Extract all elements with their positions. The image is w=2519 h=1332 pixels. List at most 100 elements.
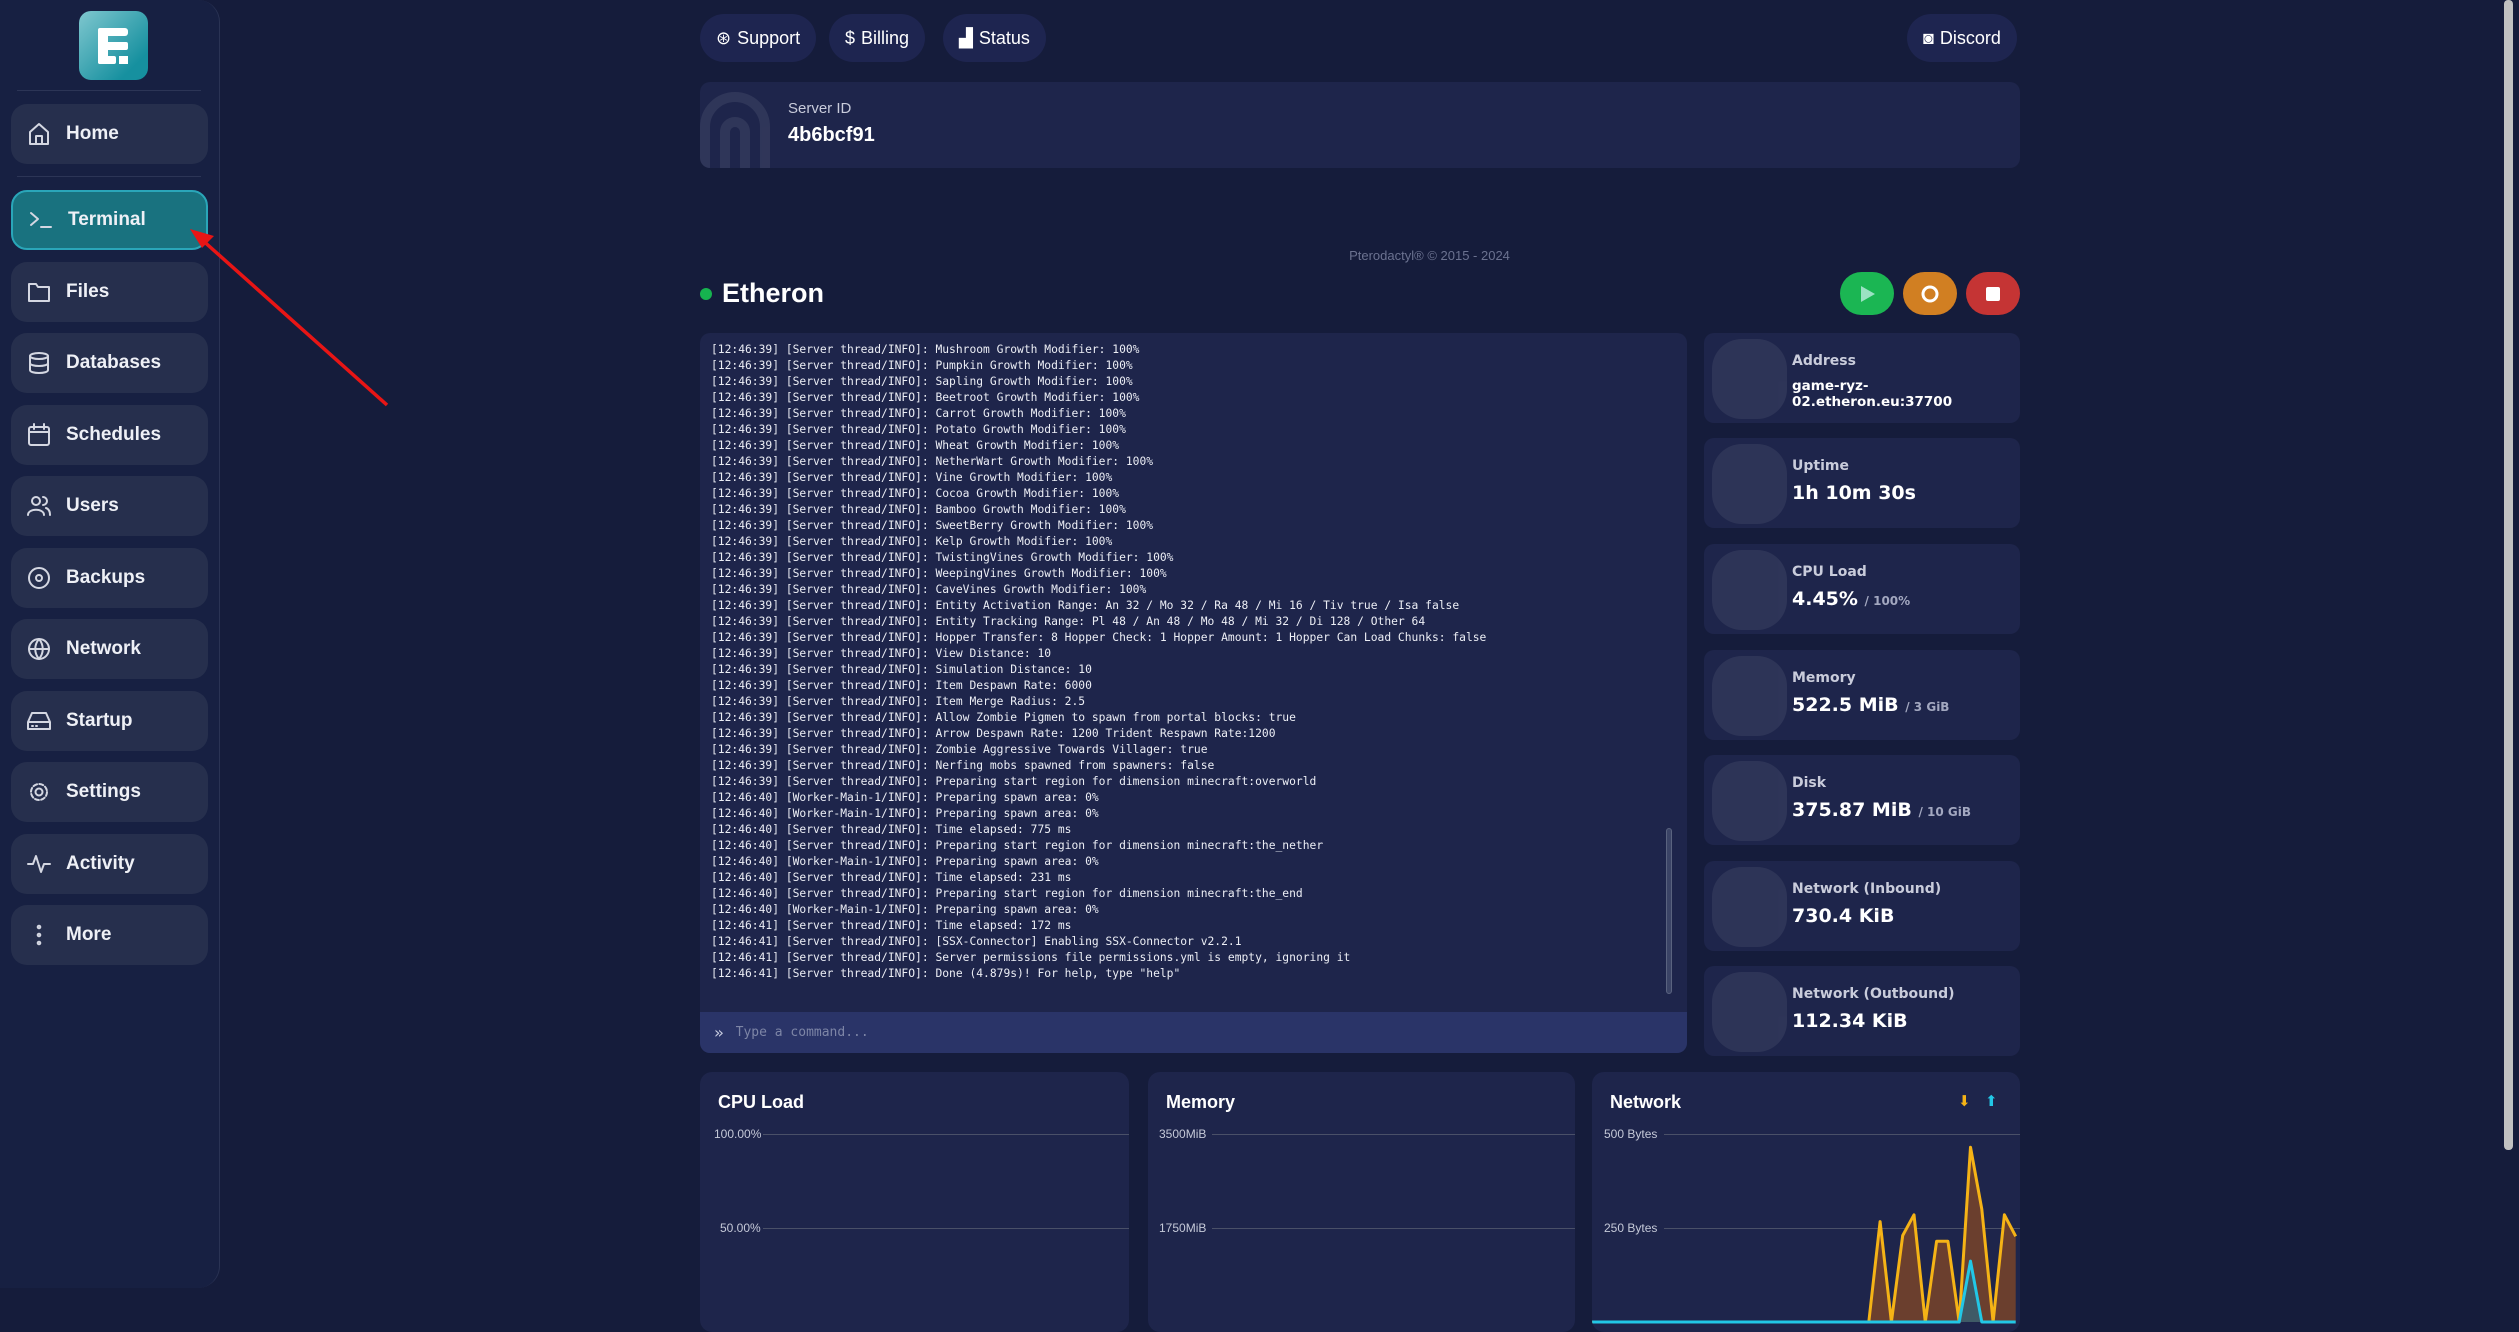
console-line: [12:46:39] [Server thread/INFO]: Prepari… xyxy=(711,775,1317,788)
billing-label: Billing xyxy=(861,27,910,48)
sidebar-item-home[interactable]: Home xyxy=(11,104,208,164)
chart-title: Network xyxy=(1610,1092,1682,1112)
gridline xyxy=(1212,1228,1575,1229)
play-icon xyxy=(1861,285,1875,302)
page-scrollbar[interactable] xyxy=(2504,0,2513,1150)
stat-value: 1h 10m 30s xyxy=(1792,482,1916,504)
console-scrollbar[interactable] xyxy=(1666,828,1672,994)
console-line: [12:46:39] [Server thread/INFO]: Potato … xyxy=(711,423,1126,436)
stat-value-wrap: 1h 10m 30s xyxy=(1792,482,1916,504)
stat-limit: / 10 GiB xyxy=(1918,805,1972,819)
console-line: [12:46:39] [Server thread/INFO]: Nerfing… xyxy=(711,759,1215,772)
stat-value: 4.45% xyxy=(1792,588,1858,610)
console-line: [12:46:39] [Server thread/INFO]: NetherW… xyxy=(711,455,1154,468)
sidebar-item-backups[interactable]: Backups xyxy=(11,548,208,608)
stat-limit: / 3 GiB xyxy=(1905,700,1950,714)
stat-value-wrap: game-ryz-02.etheron.eu:37700 xyxy=(1792,378,2020,410)
cpu-icon xyxy=(1712,550,1787,630)
stat-value-wrap: 112.34 KiB xyxy=(1792,1010,1908,1032)
console-line: [12:46:39] [Server thread/INFO]: Entity … xyxy=(711,615,1426,628)
sidebar-item-startup[interactable]: Startup xyxy=(11,691,208,751)
y-tick-label: 100.00% xyxy=(714,1127,762,1141)
sidebar-item-label: Schedules xyxy=(66,424,162,445)
console-line: [12:46:39] [Server thread/INFO]: Allow Z… xyxy=(711,711,1296,724)
console-line: [12:46:39] [Server thread/INFO]: CaveVin… xyxy=(711,583,1147,596)
cloud-upload-icon: ⬆ xyxy=(1985,1093,1998,1110)
console-line: [12:46:41] [Server thread/INFO]: [SSX-Co… xyxy=(711,935,1242,948)
start-button[interactable] xyxy=(1840,272,1894,315)
status-dot xyxy=(700,287,712,300)
terminal-icon xyxy=(30,212,52,228)
stat-card-disk: Disk 375.87 MiB / 10 GiB xyxy=(1704,755,2020,845)
gridline xyxy=(763,1228,1129,1229)
sidebar: Home Terminal Files Databases Schedules Users… xyxy=(0,0,220,1288)
sidebar-item-databases[interactable]: Databases xyxy=(11,333,208,393)
y-tick-label: 1750MiB xyxy=(1159,1221,1207,1235)
sidebar-item-label: Backups xyxy=(66,567,146,588)
sidebar-item-label: Terminal xyxy=(68,209,146,230)
stop-icon xyxy=(1986,286,2000,301)
console-line: [12:46:39] [Server thread/INFO]: Arrow D… xyxy=(711,727,1276,740)
logo[interactable] xyxy=(79,11,148,80)
y-tick-label: 50.00% xyxy=(720,1221,761,1235)
stat-label: Uptime xyxy=(1792,458,1849,474)
chart-title: CPU Load xyxy=(718,1092,805,1112)
sidebar-item-more[interactable]: More xyxy=(11,905,208,965)
stat-card-address: Address game-ryz-02.etheron.eu:37700 xyxy=(1704,333,2020,423)
server-id-label: Server ID xyxy=(788,100,852,117)
divider xyxy=(17,90,201,91)
console-line: [12:46:39] [Server thread/INFO]: Wheat G… xyxy=(711,439,1120,452)
command-input[interactable] xyxy=(735,1025,1636,1040)
sidebar-item-network[interactable]: Network xyxy=(11,619,208,679)
coins-icon: $ xyxy=(845,27,856,48)
clock-icon xyxy=(1712,444,1787,524)
console-line: [12:46:40] [Server thread/INFO]: Time el… xyxy=(711,823,1072,836)
sidebar-item-schedules[interactable]: Schedules xyxy=(11,405,208,465)
cloud-download-icon xyxy=(1712,867,1787,947)
stat-label: CPU Load xyxy=(1792,564,1867,580)
billing-button[interactable]: $ Billing xyxy=(829,14,926,62)
support-button[interactable]: ⊛ Support xyxy=(700,14,817,62)
fingerprint-icon xyxy=(700,92,770,168)
hdd-icon xyxy=(1712,761,1787,841)
disc-icon xyxy=(28,567,50,589)
discord-button[interactable]: ◙ Discord xyxy=(1907,14,2017,62)
console-line: [12:46:39] [Server thread/INFO]: Hopper … xyxy=(711,631,1487,644)
console-line: [12:46:40] [Server thread/INFO]: Prepari… xyxy=(711,839,1324,852)
stat-limit: / 100% xyxy=(1864,594,1911,608)
console-output: [12:46:39] [Server thread/INFO]: Mushroo… xyxy=(711,342,1486,982)
y-tick-label: 3500MiB xyxy=(1159,1127,1207,1141)
console-line: [12:46:41] [Server thread/INFO]: Time el… xyxy=(711,919,1072,932)
console-line: [12:46:39] [Server thread/INFO]: View Di… xyxy=(711,647,1052,660)
console-line: [12:46:41] [Server thread/INFO]: Server … xyxy=(711,951,1351,964)
more-vertical-icon xyxy=(36,924,42,946)
restart-button[interactable] xyxy=(1903,272,1957,315)
status-button[interactable]: ▟ Status xyxy=(943,14,1046,62)
stat-value-wrap: 730.4 KiB xyxy=(1792,905,1894,927)
cpu-chart: CPU Load 100.00% 50.00% xyxy=(700,1072,1129,1332)
console-line: [12:46:40] [Server thread/INFO]: Time el… xyxy=(711,871,1072,884)
sidebar-item-label: Activity xyxy=(66,853,135,874)
globe-icon xyxy=(28,638,50,660)
console-line: [12:46:39] [Server thread/INFO]: SweetBe… xyxy=(711,519,1154,532)
stat-value-wrap: 375.87 MiB / 10 GiB xyxy=(1792,799,1971,821)
y-tick-label: 500 Bytes xyxy=(1604,1127,1658,1141)
console-line: [12:46:40] [Worker-Main-1/INFO]: Prepari… xyxy=(711,791,1099,804)
gear-icon xyxy=(30,783,48,801)
console-line: [12:46:39] [Server thread/INFO]: Beetroo… xyxy=(711,391,1140,404)
footer-copyright: Pterodactyl® © 2015 - 2024 xyxy=(1349,248,1510,263)
sidebar-item-terminal[interactable]: Terminal xyxy=(11,190,208,250)
server-name: Etheron xyxy=(722,278,825,308)
stat-card-network-inbound: Network (Inbound) 730.4 KiB xyxy=(1704,861,2020,951)
stat-value: 522.5 MiB xyxy=(1792,694,1899,716)
logo-icon xyxy=(98,28,128,64)
stop-button[interactable] xyxy=(1966,272,2020,315)
sidebar-item-files[interactable]: Files xyxy=(11,262,208,322)
sidebar-item-settings[interactable]: Settings xyxy=(11,762,208,822)
sidebar-item-activity[interactable]: Activity xyxy=(11,834,208,894)
wifi-icon xyxy=(1712,339,1787,419)
sidebar-item-label: Startup xyxy=(66,710,133,731)
sidebar-item-users[interactable]: Users xyxy=(11,476,208,536)
command-bar: » xyxy=(700,1012,1687,1053)
console-line: [12:46:39] [Server thread/INFO]: Cocoa G… xyxy=(711,487,1120,500)
